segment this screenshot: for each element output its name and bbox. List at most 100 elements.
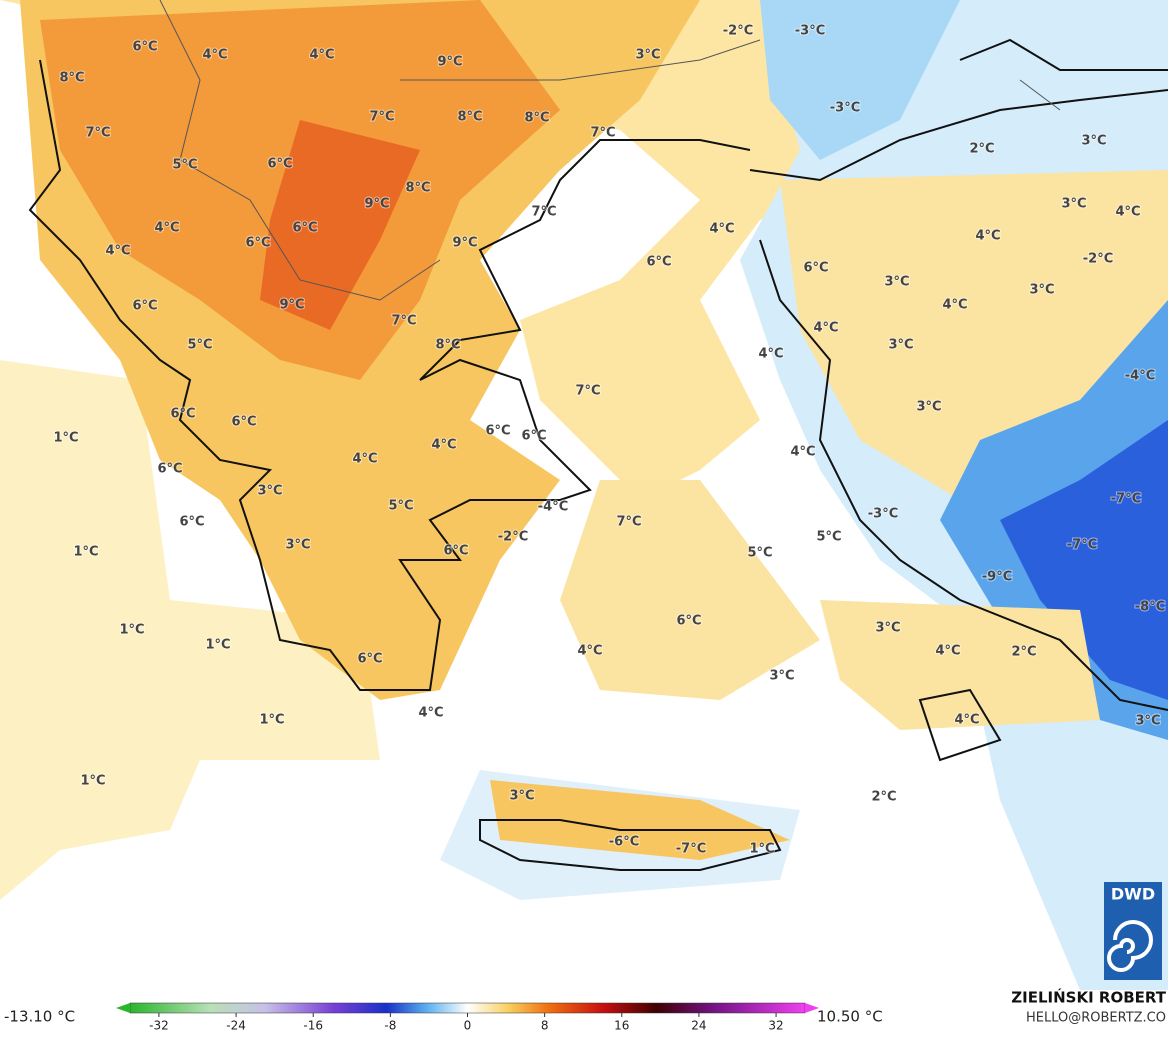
temperature-label: -3°C: [795, 24, 825, 39]
temperature-label: 3°C: [509, 789, 534, 804]
temperature-label: 6°C: [646, 255, 671, 270]
temperature-label: 3°C: [635, 48, 660, 63]
temperature-label: 7°C: [369, 110, 394, 125]
temperature-label: 4°C: [709, 222, 734, 237]
temperature-label: 3°C: [1029, 283, 1054, 298]
colorbar-tick-label: -24: [226, 1019, 246, 1033]
temperature-label: -2°C: [723, 24, 753, 39]
temperature-label: 3°C: [769, 669, 794, 684]
coastlines: [28, 38, 1168, 871]
temperature-label: 6°C: [179, 515, 204, 530]
temperature-label: 6°C: [521, 429, 546, 444]
colorbar-tick-label: 32: [768, 1019, 783, 1033]
temperature-label: 7°C: [85, 126, 110, 141]
temperature-label: -6°C: [609, 835, 639, 850]
temperature-label: 9°C: [452, 236, 477, 251]
temperature-label: 7°C: [590, 126, 615, 141]
colorbar-tick-label: -16: [303, 1019, 323, 1033]
temperature-label: 4°C: [1115, 205, 1140, 220]
temperature-label: 9°C: [364, 197, 389, 212]
temperature-label: 1°C: [749, 842, 774, 857]
temperature-label: 7°C: [616, 515, 641, 530]
temperature-label: 8°C: [405, 181, 430, 196]
temperature-label: 1°C: [53, 431, 78, 446]
temperature-label: 4°C: [202, 48, 227, 63]
logo-text: DWD: [1111, 885, 1155, 904]
temperature-label: 2°C: [871, 790, 896, 805]
temperature-label: 6°C: [245, 236, 270, 251]
temperature-label: 3°C: [875, 621, 900, 636]
colorbar-tick-label: 0: [464, 1019, 472, 1033]
temperature-label: 5°C: [747, 546, 772, 561]
temperature-label: 6°C: [132, 40, 157, 55]
temperature-label: 6°C: [357, 652, 382, 667]
temperature-label: 3°C: [1135, 714, 1160, 729]
temperature-label: 4°C: [352, 452, 377, 467]
temperature-label: 8°C: [59, 71, 84, 86]
temperature-label: 1°C: [80, 774, 105, 789]
temperature-label: 3°C: [285, 538, 310, 553]
temperature-label: 6°C: [676, 614, 701, 629]
temperature-label: -9°C: [982, 570, 1012, 585]
colorbar: -32 -24 -16 -8 0 8 16 24 32: [116, 1002, 819, 1033]
temperature-label: 6°C: [157, 462, 182, 477]
temperature-label: 3°C: [916, 400, 941, 415]
temperature-label: 3°C: [1061, 197, 1086, 212]
temperature-label: 1°C: [119, 623, 144, 638]
temperature-label: 3°C: [884, 275, 909, 290]
temperature-label: 6°C: [231, 415, 256, 430]
temperature-label: 4°C: [577, 644, 602, 659]
colorbar-end: [805, 1003, 819, 1013]
temperature-label: 4°C: [975, 229, 1000, 244]
colorbar-min-label: -13.10 °C: [4, 1008, 75, 1026]
borders: [159, 0, 1061, 301]
temperature-label: 5°C: [816, 530, 841, 545]
temperature-label: 7°C: [531, 205, 556, 220]
temperature-label: 4°C: [105, 244, 130, 259]
temperature-label: -4°C: [538, 500, 568, 515]
colorbar-tick-label: -32: [149, 1019, 169, 1033]
temperature-label: 4°C: [431, 438, 456, 453]
temperature-label: 4°C: [790, 445, 815, 460]
temperature-label: 9°C: [437, 55, 462, 70]
contact: HELLO@ROBERTZ.CO: [1026, 1011, 1166, 1026]
colorbar-tick-label: 8: [541, 1019, 549, 1033]
temperature-label: 6°C: [170, 407, 195, 422]
temperature-label: 6°C: [803, 261, 828, 276]
temperature-label: 8°C: [524, 111, 549, 126]
temperature-label: 8°C: [457, 110, 482, 125]
temperature-label: -2°C: [498, 530, 528, 545]
temperature-label: -7°C: [1111, 492, 1141, 507]
dwd-logo: DWD: [1104, 882, 1162, 980]
temperature-label: -7°C: [676, 842, 706, 857]
colorbar-bar: [129, 1002, 806, 1014]
temperature-label: 4°C: [309, 48, 334, 63]
temperature-label: 5°C: [187, 338, 212, 353]
temperature-label: 3°C: [257, 484, 282, 499]
temperature-label: 8°C: [435, 338, 460, 353]
temperature-label: 1°C: [205, 638, 230, 653]
map-field: [0, 0, 1168, 990]
temperature-label: 6°C: [292, 221, 317, 236]
temperature-label: 4°C: [418, 706, 443, 721]
temperature-label: -7°C: [1067, 538, 1097, 553]
temperature-label: 5°C: [388, 499, 413, 514]
temperature-label: -3°C: [830, 101, 860, 116]
temperature-label: 1°C: [73, 545, 98, 560]
temperature-label: -3°C: [868, 507, 898, 522]
colorbar-end: [116, 1003, 130, 1013]
temperature-label: 6°C: [443, 544, 468, 559]
temperature-label: 1°C: [259, 713, 284, 728]
temperature-label: 2°C: [969, 142, 994, 157]
temperature-label: 4°C: [954, 713, 979, 728]
temperature-label: 5°C: [172, 158, 197, 173]
temperature-label: -4°C: [1125, 369, 1155, 384]
temperature-label: -8°C: [1135, 600, 1165, 615]
temperature-label: 4°C: [154, 221, 179, 236]
colorbar-tick-label: 16: [614, 1019, 629, 1033]
temperature-label: 2°C: [1011, 645, 1036, 660]
author: ZIELIŃSKI ROBERT: [1011, 988, 1166, 1007]
temperature-label: 4°C: [813, 321, 838, 336]
map-labels: 6°C 4°C 4°C 9°C 3°C -2°C -3°C 8°C 7°C 8°C 8°C 7°C -3…: [52, 23, 1166, 858]
